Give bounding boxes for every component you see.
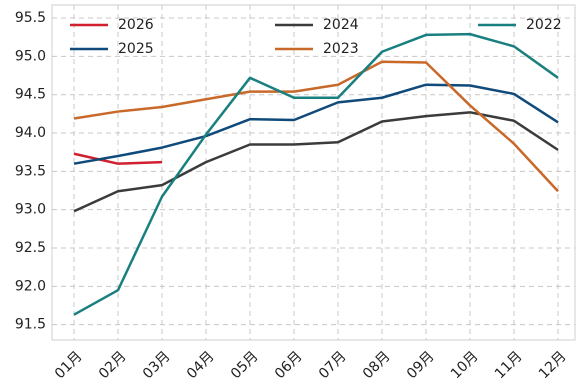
legend-label: 2022 bbox=[526, 17, 562, 33]
x-tick-label: 10月 bbox=[448, 348, 482, 382]
y-tick-label: 93.5 bbox=[15, 163, 46, 179]
legend-label: 2026 bbox=[118, 17, 154, 33]
y-tick-label: 94.0 bbox=[15, 125, 46, 141]
x-tick-label: 08月 bbox=[360, 348, 394, 382]
x-tick-label: 04月 bbox=[184, 348, 218, 382]
y-tick-label: 95.0 bbox=[15, 48, 46, 64]
series-line bbox=[73, 111, 559, 213]
x-tick-label: 02月 bbox=[96, 348, 130, 382]
y-tick-label: 92.0 bbox=[15, 278, 46, 294]
legend-label: 2024 bbox=[323, 17, 359, 33]
y-tick-label: 91.5 bbox=[15, 317, 46, 333]
series-line bbox=[73, 60, 559, 193]
x-tick-label: 06月 bbox=[272, 348, 306, 382]
y-tick-label: 93.0 bbox=[15, 202, 46, 218]
x-tick-label: 12月 bbox=[536, 348, 570, 382]
x-tick-label: 03月 bbox=[140, 348, 174, 382]
x-tick-label: 07月 bbox=[316, 348, 350, 382]
x-tick-label: 09月 bbox=[404, 348, 438, 382]
legend-label: 2023 bbox=[323, 41, 359, 57]
x-tick-label: 05月 bbox=[228, 348, 262, 382]
series-line bbox=[73, 152, 163, 165]
series-line bbox=[73, 32, 559, 316]
x-tick-label: 01月 bbox=[52, 348, 86, 382]
x-tick-label: 11月 bbox=[492, 348, 526, 382]
y-tick-label: 94.5 bbox=[15, 87, 46, 103]
legend-label: 2025 bbox=[118, 41, 154, 57]
series-line bbox=[73, 83, 559, 165]
plot-frame bbox=[51, 4, 576, 341]
y-tick-label: 95.5 bbox=[15, 10, 46, 26]
y-tick-label: 92.5 bbox=[15, 240, 46, 256]
